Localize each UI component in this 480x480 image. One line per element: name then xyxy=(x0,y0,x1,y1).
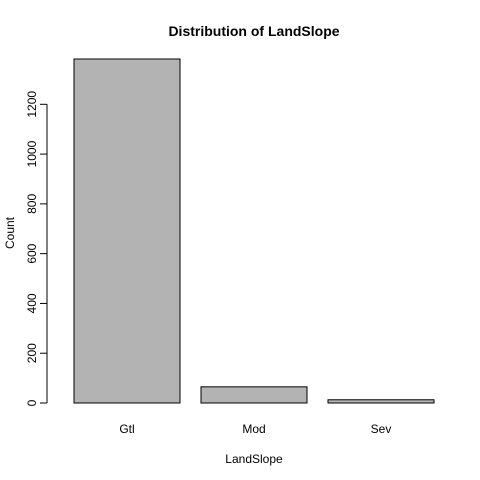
bar-gtl xyxy=(73,58,181,404)
y-tick-label: 400 xyxy=(25,293,39,313)
y-tick-label: 1200 xyxy=(25,91,39,118)
y-tick-label: 200 xyxy=(25,343,39,363)
chart-title: Distribution of LandSlope xyxy=(168,23,339,39)
y-axis-label: Count xyxy=(3,216,17,249)
x-tick-label-mod: Mod xyxy=(242,422,265,436)
y-axis: 0 200 400 600 800 1000 1200 xyxy=(25,91,48,406)
y-tick-label: 1000 xyxy=(25,140,39,167)
y-tick-label: 600 xyxy=(25,243,39,263)
y-tick-label: 800 xyxy=(25,194,39,214)
bar-mod xyxy=(200,386,308,404)
x-tick-label-sev: Sev xyxy=(371,422,392,436)
y-tick-label: 0 xyxy=(25,399,39,406)
x-category-labels: Gtl Mod Sev xyxy=(119,422,391,436)
x-tick-label-gtl: Gtl xyxy=(119,422,134,436)
bar-sev xyxy=(327,399,435,404)
bars-group xyxy=(73,58,435,404)
x-axis-label: LandSlope xyxy=(225,452,283,466)
